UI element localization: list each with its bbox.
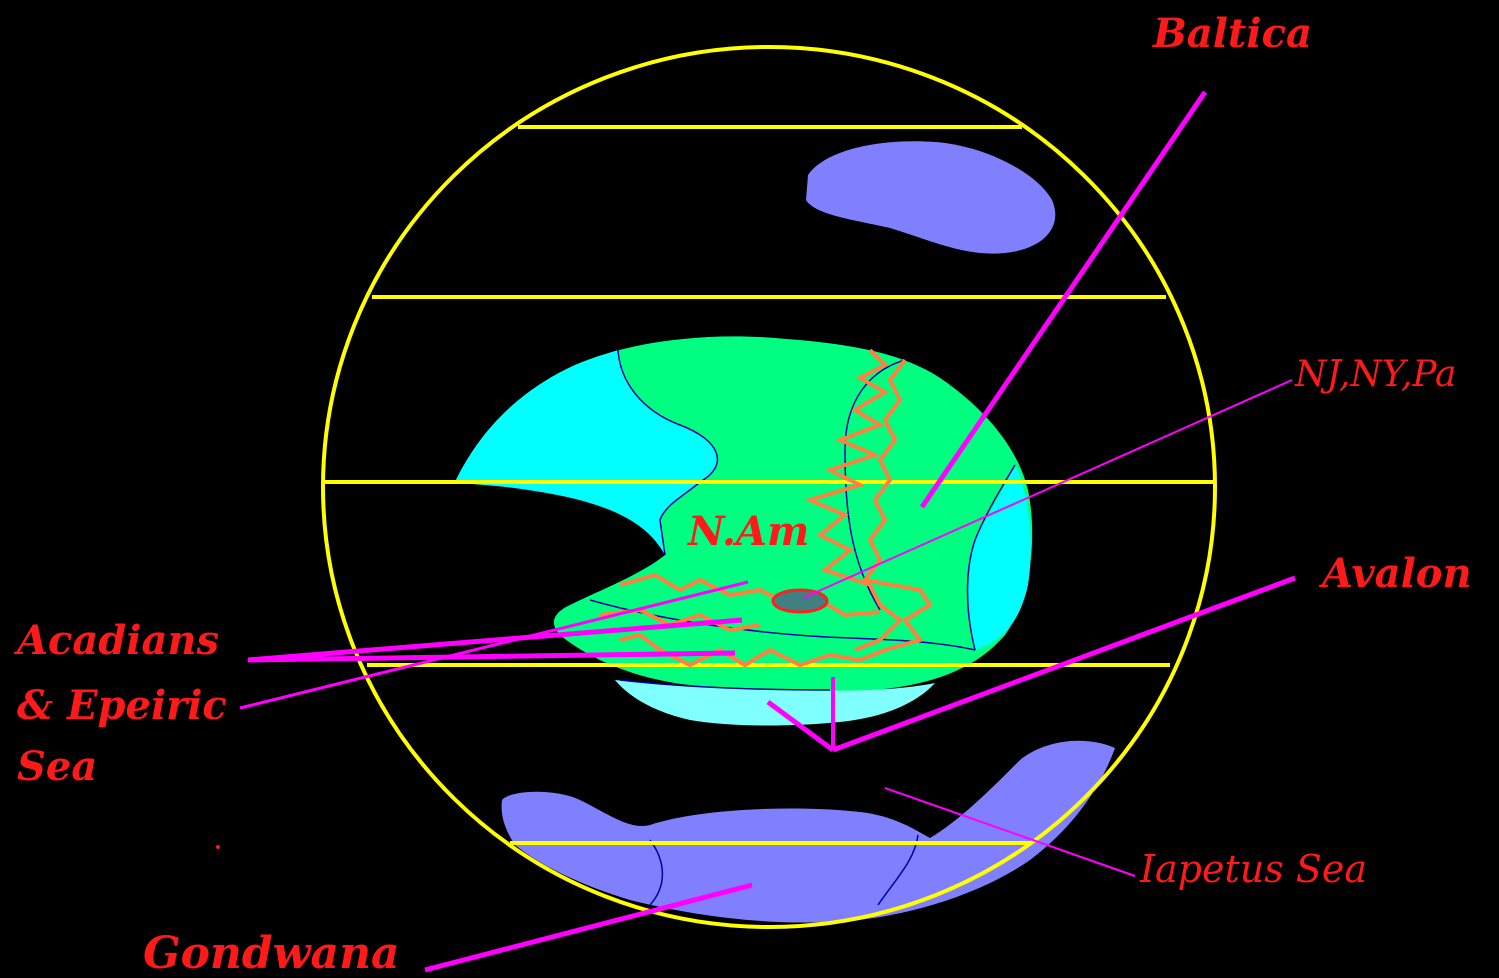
label-epeiric: & Epeiric <box>17 682 227 729</box>
baltica-landmass <box>806 141 1056 254</box>
eastern-shallow-sea <box>967 465 1031 650</box>
gondwana-leader <box>424 882 753 973</box>
nj-ny-pa-leader <box>802 379 1293 599</box>
acadians-leader-2 <box>247 650 736 663</box>
epeiric-sea-leader <box>239 580 749 710</box>
label-baltica: Baltica <box>1152 10 1312 57</box>
nj-ny-pa-spot <box>771 588 829 614</box>
western-shallow-sea <box>455 350 718 555</box>
avalon-leader-branch-1 <box>766 699 835 753</box>
label-sea: Sea <box>17 743 97 790</box>
label-iapetus-sea: Iapetus Sea <box>1139 847 1367 891</box>
avalon-leader <box>832 575 1296 753</box>
label-avalon: Avalon <box>1318 550 1472 597</box>
baltica-leader <box>919 90 1208 509</box>
iapetus-sea-leader <box>884 787 1136 877</box>
leader-lines <box>239 90 1296 973</box>
stray-dot <box>216 845 220 849</box>
acadians-leader-1 <box>247 617 743 663</box>
label-acadians: Acadians <box>13 617 219 664</box>
label-gondwana: Gondwana <box>143 928 400 978</box>
globe-outline <box>321 45 1217 929</box>
gondwana-landmass <box>501 740 1115 923</box>
label-nj-ny-pa: NJ,NY,Pa <box>1294 354 1456 395</box>
southern-shelf <box>615 680 935 726</box>
label-n-am: N.Am <box>686 508 809 555</box>
